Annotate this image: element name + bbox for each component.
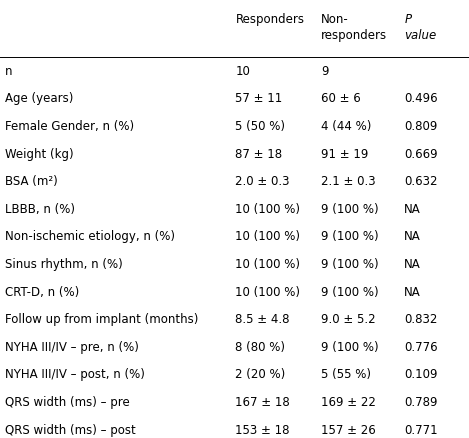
Text: 57 ± 11: 57 ± 11 bbox=[235, 92, 283, 106]
Text: 2.0 ± 0.3: 2.0 ± 0.3 bbox=[235, 175, 290, 188]
Text: NA: NA bbox=[404, 203, 421, 216]
Text: NYHA III/IV – pre, n (%): NYHA III/IV – pre, n (%) bbox=[5, 341, 138, 354]
Text: 0.109: 0.109 bbox=[404, 368, 438, 381]
Text: 87 ± 18: 87 ± 18 bbox=[235, 148, 282, 161]
Text: 5 (50 %): 5 (50 %) bbox=[235, 120, 286, 133]
Text: Weight (kg): Weight (kg) bbox=[5, 148, 73, 161]
Text: 8 (80 %): 8 (80 %) bbox=[235, 341, 286, 354]
Text: n: n bbox=[5, 65, 12, 78]
Text: 5 (55 %): 5 (55 %) bbox=[321, 368, 371, 381]
Text: LBBB, n (%): LBBB, n (%) bbox=[5, 203, 75, 216]
Text: 10 (100 %): 10 (100 %) bbox=[235, 230, 301, 244]
Text: Female Gender, n (%): Female Gender, n (%) bbox=[5, 120, 134, 133]
Text: 157 ± 26: 157 ± 26 bbox=[321, 424, 376, 437]
Text: 0.496: 0.496 bbox=[404, 92, 438, 106]
Text: 9.0 ± 5.2: 9.0 ± 5.2 bbox=[321, 313, 376, 326]
Text: 10 (100 %): 10 (100 %) bbox=[235, 258, 301, 271]
Text: P
value: P value bbox=[404, 13, 437, 42]
Text: NA: NA bbox=[404, 230, 421, 244]
Text: 4 (44 %): 4 (44 %) bbox=[321, 120, 371, 133]
Text: Age (years): Age (years) bbox=[5, 92, 73, 106]
Text: 0.632: 0.632 bbox=[404, 175, 438, 188]
Text: 10: 10 bbox=[235, 65, 250, 78]
Text: Sinus rhythm, n (%): Sinus rhythm, n (%) bbox=[5, 258, 122, 271]
Text: 0.809: 0.809 bbox=[404, 120, 438, 133]
Text: 153 ± 18: 153 ± 18 bbox=[235, 424, 290, 437]
Text: QRS width (ms) – pre: QRS width (ms) – pre bbox=[5, 396, 129, 409]
Text: NA: NA bbox=[404, 286, 421, 299]
Text: NYHA III/IV – post, n (%): NYHA III/IV – post, n (%) bbox=[5, 368, 144, 381]
Text: 0.771: 0.771 bbox=[404, 424, 438, 437]
Text: CRT-D, n (%): CRT-D, n (%) bbox=[5, 286, 79, 299]
Text: Non-ischemic etiology, n (%): Non-ischemic etiology, n (%) bbox=[5, 230, 174, 244]
Text: 0.669: 0.669 bbox=[404, 148, 438, 161]
Text: 9 (100 %): 9 (100 %) bbox=[321, 258, 379, 271]
Text: 60 ± 6: 60 ± 6 bbox=[321, 92, 361, 106]
Text: Responders: Responders bbox=[235, 13, 304, 26]
Text: QRS width (ms) – post: QRS width (ms) – post bbox=[5, 424, 136, 437]
Text: 9 (100 %): 9 (100 %) bbox=[321, 286, 379, 299]
Text: 2.1 ± 0.3: 2.1 ± 0.3 bbox=[321, 175, 376, 188]
Text: 91 ± 19: 91 ± 19 bbox=[321, 148, 369, 161]
Text: 10 (100 %): 10 (100 %) bbox=[235, 203, 301, 216]
Text: 8.5 ± 4.8: 8.5 ± 4.8 bbox=[235, 313, 290, 326]
Text: 2 (20 %): 2 (20 %) bbox=[235, 368, 286, 381]
Text: 9 (100 %): 9 (100 %) bbox=[321, 341, 379, 354]
Text: 9 (100 %): 9 (100 %) bbox=[321, 230, 379, 244]
Text: Follow up from implant (months): Follow up from implant (months) bbox=[5, 313, 198, 326]
Text: 167 ± 18: 167 ± 18 bbox=[235, 396, 290, 409]
Text: BSA (m²): BSA (m²) bbox=[5, 175, 57, 188]
Text: NA: NA bbox=[404, 258, 421, 271]
Text: 0.789: 0.789 bbox=[404, 396, 438, 409]
Text: 169 ± 22: 169 ± 22 bbox=[321, 396, 376, 409]
Text: 0.776: 0.776 bbox=[404, 341, 438, 354]
Text: 9: 9 bbox=[321, 65, 329, 78]
Text: 9 (100 %): 9 (100 %) bbox=[321, 203, 379, 216]
Text: Non-
responders: Non- responders bbox=[321, 13, 387, 42]
Text: 10 (100 %): 10 (100 %) bbox=[235, 286, 301, 299]
Text: 0.832: 0.832 bbox=[404, 313, 438, 326]
